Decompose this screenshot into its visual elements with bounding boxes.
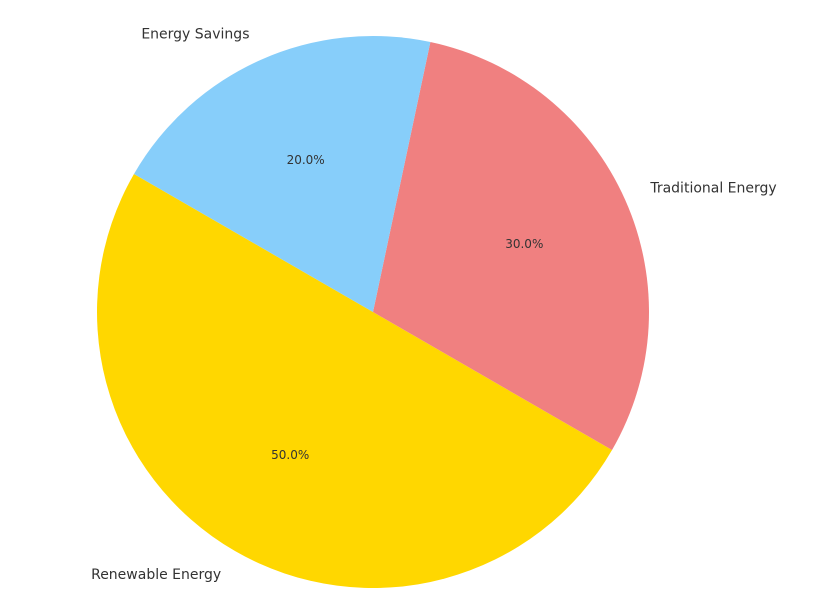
slice-label: Renewable Energy: [91, 567, 221, 583]
slice-energy-savings: [133, 35, 431, 312]
slice-label: Energy Savings: [141, 27, 249, 43]
slice-percent-label: 50.0%: [271, 448, 309, 462]
slice-traditional-energy: [373, 42, 649, 451]
pie-slices: [97, 35, 649, 589]
slice-percent-label: 20.0%: [287, 153, 325, 167]
slice-renewable-energy: [97, 174, 613, 589]
pie-labels: Renewable Energy 50.0% Traditional Energy 3…: [91, 27, 777, 583]
slice-label: Traditional Energy: [649, 181, 776, 197]
slice-percent-label: 30.0%: [505, 237, 543, 251]
